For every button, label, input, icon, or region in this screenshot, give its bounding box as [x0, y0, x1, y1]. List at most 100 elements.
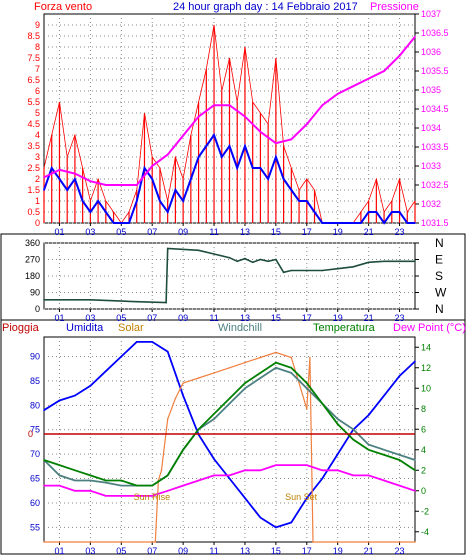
wind-direction-point [367, 261, 370, 264]
dewpoint-point [43, 484, 45, 487]
y-left-tick-label: 85 [30, 376, 40, 386]
y-right-tick-label: 1033 [421, 161, 441, 171]
solar-point [43, 541, 45, 543]
wind-avg-point [391, 211, 393, 213]
pressure-point [135, 184, 138, 186]
solar-point [244, 361, 246, 364]
y-right-tick-label: S [435, 269, 443, 283]
temperature-point [244, 382, 246, 384]
y-left-tick-label: 75 [30, 425, 40, 435]
pressure-point [321, 104, 324, 106]
dewpoint-point [197, 479, 200, 482]
humidity-point [367, 414, 370, 416]
y-right-tick-label: 14 [421, 342, 431, 352]
y-left-tick-label: 65 [30, 474, 40, 484]
humidity-point [120, 355, 123, 358]
y-left-tick-label: 1 [35, 196, 40, 206]
wind-avg-point [89, 211, 92, 213]
pressure-point [305, 123, 308, 125]
wind-avg-point [213, 134, 215, 136]
solar-point [197, 377, 200, 379]
x-tick-label: 15 [271, 227, 281, 237]
humidity-temperature-chart: 01 03 05 07 09 11 13 15 17 19 21 235560657075808590… [28, 337, 431, 555]
solar-point [213, 372, 215, 374]
wind-avg-point [228, 145, 231, 147]
temperature-point [259, 372, 262, 374]
x-tick-label: 07 [147, 313, 157, 323]
y-left-tick-label: 5.5 [27, 97, 40, 107]
y-right-tick-label: 1032 [421, 199, 441, 209]
pressure-point [352, 85, 354, 87]
solar-point [275, 351, 277, 354]
x-tick-label: 01 [54, 227, 64, 237]
temperature-point [213, 413, 215, 415]
windchill-label: Windchill [218, 322, 262, 334]
windchill-point [120, 484, 123, 487]
wind-direction-point [244, 257, 246, 260]
wind-direction-point [336, 267, 339, 270]
x-tick-label: 21 [364, 313, 374, 323]
wind-avg-point [267, 178, 269, 180]
temperature-point [120, 479, 123, 482]
windchill-point [105, 481, 107, 484]
humidity-point [135, 341, 138, 343]
solar-point [309, 356, 311, 359]
solar-label: Solar [118, 322, 144, 334]
x-tick-label: 09 [178, 313, 188, 323]
pressure-point [367, 77, 370, 80]
pressure-point [275, 142, 277, 144]
wind-avg-point [143, 167, 146, 169]
dewpoint-point [352, 474, 354, 477]
x-tick-label: 17 [302, 313, 312, 323]
pressure-point [74, 172, 76, 175]
humidity-point [228, 477, 231, 480]
windchill-point [398, 454, 401, 456]
wind-avg-point [375, 211, 378, 213]
temperature-point [305, 382, 308, 384]
pressure-point [120, 184, 123, 186]
humidity-point [321, 477, 324, 480]
temperature-point [43, 459, 45, 461]
x-tick-label: 05 [116, 546, 126, 555]
wind-avg-point [360, 222, 362, 224]
wind-direction-point [290, 269, 293, 272]
solar-point [305, 407, 308, 410]
wind-direction-point [89, 299, 92, 301]
wind-direction-point [166, 247, 169, 250]
y-right-tick-label: 1035.5 [421, 66, 449, 76]
y-left-tick-label: 60 [30, 498, 40, 508]
x-tick-label: 09 [178, 546, 188, 555]
y-left-tick-label: 2.5 [27, 163, 40, 173]
pressure-point [383, 70, 385, 72]
sunrise-label: Sun Rise [134, 492, 171, 502]
climate-panel-border [0, 319, 466, 555]
wind-avg-point [66, 189, 68, 191]
x-tick-label: 07 [147, 546, 157, 555]
y-right-tick-label: -4 [421, 527, 429, 537]
humidity-point [305, 497, 308, 499]
pressure-point [58, 169, 61, 171]
dewpoint-point [259, 469, 262, 472]
y-right-tick-label: 1034.5 [421, 104, 449, 114]
x-tick-label: 17 [302, 227, 312, 237]
windchill-point [259, 377, 262, 379]
solar-point [312, 541, 314, 543]
humidity-point [414, 360, 416, 363]
direction-panel-frame [43, 242, 416, 310]
y-right-tick-label: 1037 [421, 9, 441, 19]
dewpoint-point [166, 489, 169, 492]
wind-avg-point [406, 222, 409, 224]
solar-point [259, 356, 262, 359]
wind-direction-point [259, 258, 262, 261]
wind-avg-point [220, 156, 223, 158]
x-tick-label: 03 [85, 546, 95, 555]
windchill-point [58, 474, 61, 477]
temperature-point [336, 423, 339, 425]
humidity-point [244, 497, 246, 499]
solar-point [174, 397, 177, 400]
wind-pressure-chart: 01 03 05 07 09 11 13 15 17 19 21 23 00.511.522.533.5… [27, 9, 448, 237]
windchill-point [336, 418, 339, 420]
wind-direction-point [321, 269, 324, 272]
y-left-tick-label: 0.5 [27, 207, 40, 217]
windchill-point [352, 428, 354, 431]
